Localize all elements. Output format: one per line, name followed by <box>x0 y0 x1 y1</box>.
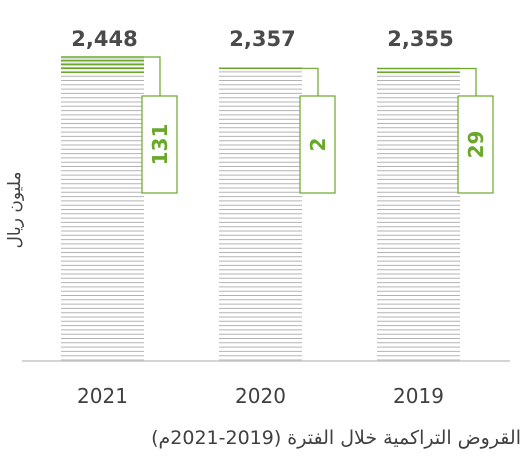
bar-2019 <box>377 67 460 361</box>
y-axis-label: مليون ريال <box>5 171 25 248</box>
value-label-2019: 2,355 <box>387 27 453 51</box>
change-connector-2020 <box>302 67 319 96</box>
value-label-2021: 2,448 <box>71 27 137 51</box>
bar-2020 <box>219 67 302 361</box>
change-label-2020: 2 <box>306 138 330 152</box>
category-label-2020: 2020 <box>235 384 286 408</box>
category-label-2019: 2019 <box>393 384 444 408</box>
change-box-2019 <box>457 95 494 194</box>
chart-title: القروض التراكمية خلال الفترة (2019-2021م… <box>151 427 521 449</box>
category-label-2021: 2021 <box>77 384 128 408</box>
change-label-2021: 131 <box>148 124 172 166</box>
change-connector-2021 <box>144 56 161 96</box>
change-box-2021 <box>141 95 178 194</box>
change-box-2020 <box>299 95 336 194</box>
value-label-2020: 2,357 <box>229 27 295 51</box>
bar-2021 <box>61 56 144 361</box>
change-label-2019: 29 <box>464 131 488 159</box>
labels-layer: 2,355 2019 2,357 2020 2,448 2021 <box>71 27 453 408</box>
bars-layer <box>61 56 460 361</box>
change-connector-2019 <box>460 67 477 96</box>
change-callouts-layer: 29 2 131 <box>141 56 494 194</box>
